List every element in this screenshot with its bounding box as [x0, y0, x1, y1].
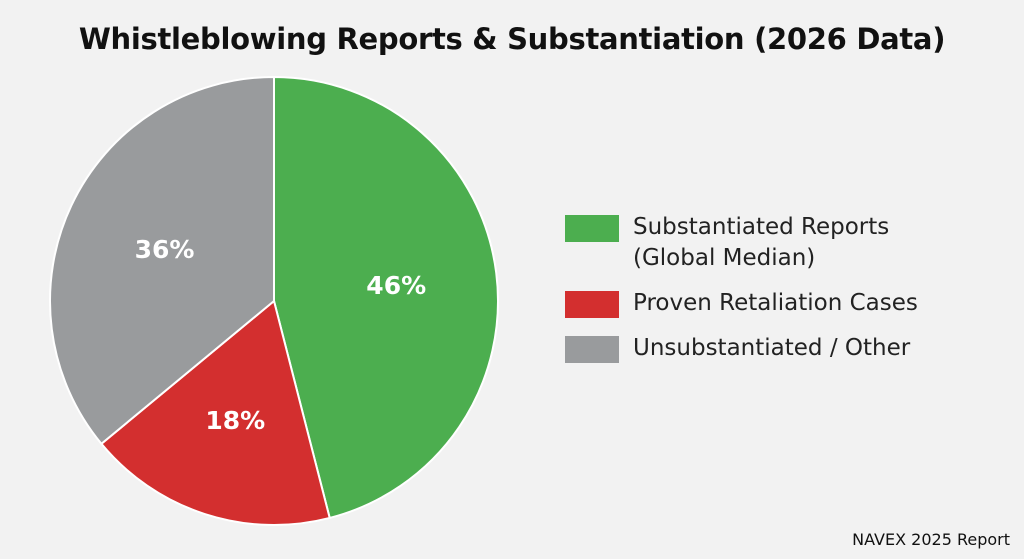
- legend-label-unsubstantiated: Unsubstantiated / Other: [633, 335, 911, 361]
- legend-item-retaliation: Proven Retaliation Cases: [565, 288, 1005, 319]
- pie-label-retaliation: 18%: [205, 406, 265, 435]
- pie-slice-unsubstantiated: [49, 75, 275, 446]
- legend-label-substantiated-line1: Substantiated Reports: [633, 214, 890, 240]
- pie-labels: 46% 18% 36%: [135, 235, 427, 435]
- legend-swatch-substantiated: [565, 215, 619, 242]
- legend-label-retaliation: Proven Retaliation Cases: [633, 290, 918, 316]
- source-note: NAVEX 2025 Report: [852, 530, 1010, 549]
- pie-slice-substantiated: [273, 75, 499, 520]
- legend-swatch-unsubstantiated: [565, 336, 619, 363]
- legend-item-unsubstantiated: Unsubstantiated / Other: [565, 333, 1005, 364]
- legend: Substantiated Reports (Global Median) Pr…: [565, 212, 1005, 378]
- legend-label-substantiated: Substantiated Reports (Global Median): [633, 212, 889, 274]
- pie-label-substantiated: 46%: [366, 271, 426, 300]
- legend-label-substantiated-line2: (Global Median): [633, 245, 816, 271]
- chart-title: Whistleblowing Reports & Substantiation …: [78, 22, 946, 56]
- legend-item-substantiated: Substantiated Reports (Global Median): [565, 212, 1005, 274]
- pie-label-unsubstantiated: 36%: [135, 235, 195, 264]
- pie-chart: 46% 18% 36%: [49, 75, 499, 526]
- legend-swatch-retaliation: [565, 291, 619, 318]
- pie-slice-retaliation: [99, 299, 331, 526]
- pie-slices: [49, 75, 499, 526]
